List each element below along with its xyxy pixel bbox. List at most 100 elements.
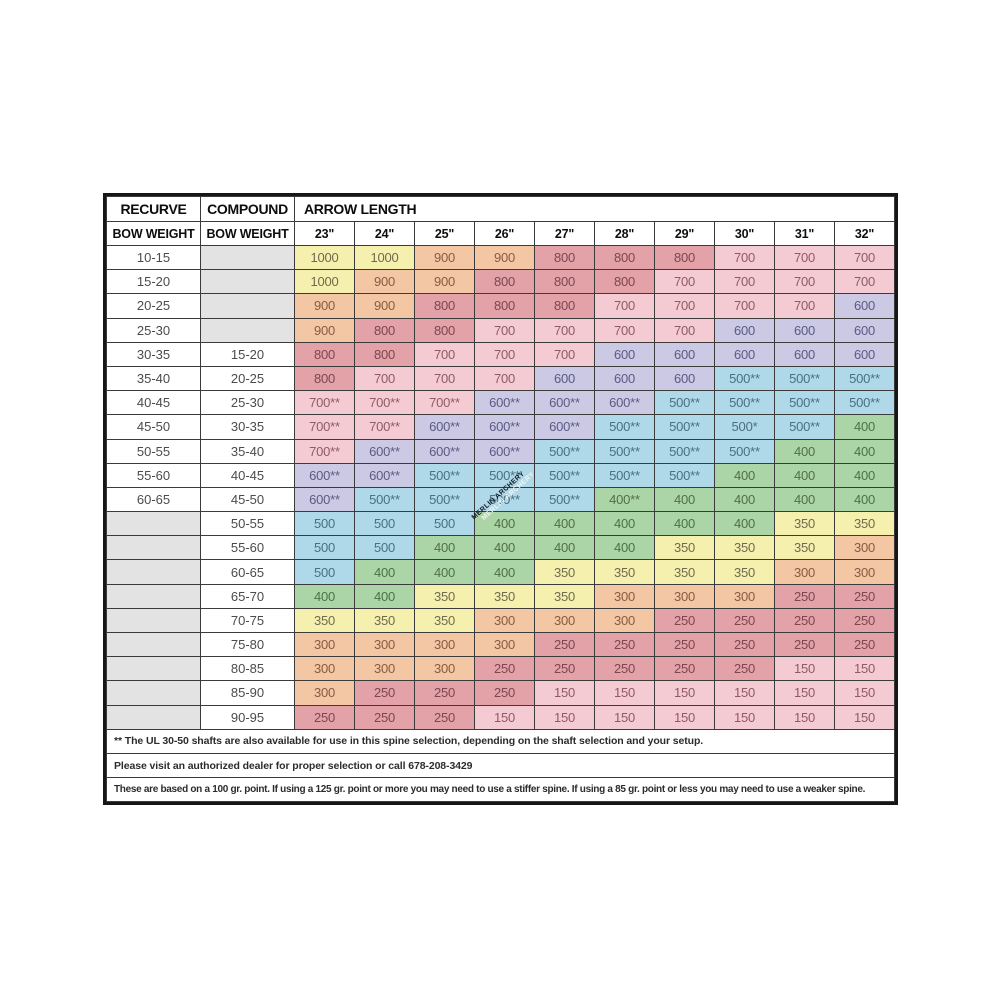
recurve-weight-cell [106, 631, 201, 658]
spine-value-cell: 500* [714, 414, 775, 440]
spine-value-cell: 250 [834, 607, 895, 634]
recurve-weight-cell: 35-40 [106, 365, 201, 392]
recurve-weight-cell: 50-55 [106, 438, 201, 464]
compound-weight-cell: 90-95 [200, 704, 295, 730]
arrow-length-column-header: 27" [534, 221, 595, 246]
spine-value-cell: 500** [654, 390, 715, 416]
spine-value-cell: 800 [294, 341, 355, 367]
spine-value-cell: 700 [654, 269, 715, 295]
spine-value-cell: 250 [354, 704, 415, 730]
spine-value-cell: 500 [294, 511, 355, 537]
compound-weight-cell: 30-35 [200, 414, 295, 440]
spine-value-cell: 700 [594, 317, 655, 343]
spine-value-cell: 500** [474, 462, 535, 488]
spine-value-cell: 350 [774, 511, 835, 537]
arrow-length-column-header: 30" [714, 221, 775, 246]
spine-value-cell: 300 [414, 656, 475, 682]
spine-value-cell: 700 [834, 269, 895, 295]
chart-row: 60-65 500 400 400 400 350 350 350 350 300 300 [106, 559, 895, 585]
spine-value-cell: 150 [774, 656, 835, 682]
spine-value-cell: 300 [294, 631, 355, 658]
chart-row: 60-65 45-50 600** 500** 500** 500** 500** 400**… [106, 486, 895, 513]
spine-value-cell: 150 [594, 704, 655, 730]
spine-value-cell: 700 [714, 269, 775, 295]
spine-value-cell: 150 [474, 704, 535, 730]
spine-value-cell: 900 [354, 293, 415, 319]
spine-value-cell: 350 [534, 583, 595, 609]
spine-value-cell: 600 [774, 341, 835, 367]
spine-value-cell: 700** [414, 390, 475, 416]
spine-value-cell: 250 [714, 631, 775, 658]
spine-value-cell: 800 [534, 244, 595, 271]
spine-value-cell: 500** [474, 486, 535, 513]
spine-value-cell: 150 [834, 680, 895, 706]
recurve-weight-cell: 55-60 [106, 462, 201, 488]
spine-value-cell: 400 [474, 559, 535, 585]
spine-value-cell: 300 [774, 559, 835, 585]
spine-value-cell: 700 [774, 293, 835, 319]
recurve-weight-cell: 10-15 [106, 244, 201, 271]
spine-value-cell: 250 [774, 583, 835, 609]
spine-value-cell: 150 [654, 680, 715, 706]
spine-value-cell: 350 [294, 607, 355, 634]
spine-value-cell: 400 [834, 414, 895, 440]
spine-value-cell: 1000 [354, 244, 415, 271]
recurve-weight-cell: 30-35 [106, 341, 201, 367]
spine-value-cell: 250 [654, 656, 715, 682]
chart-row: 80-85 300 300 300 250 250 250 250 250 150 150 [106, 656, 895, 682]
compound-weight-cell: 55-60 [200, 535, 295, 561]
spine-value-cell: 300 [654, 583, 715, 609]
recurve-weight-cell: 15-20 [106, 269, 201, 295]
spine-value-cell: 800 [414, 317, 475, 343]
spine-value-cell: 350 [354, 607, 415, 634]
spine-value-cell: 500** [534, 462, 595, 488]
spine-value-cell: 700** [354, 414, 415, 440]
chart-row: 45-50 30-35 700** 700** 600** 600** 600** 500**… [106, 414, 895, 440]
recurve-weight-cell: 45-50 [106, 414, 201, 440]
recurve-weight-cell [106, 656, 201, 682]
spine-value-cell: 300 [834, 535, 895, 561]
spine-value-cell: 900 [414, 244, 475, 271]
spine-value-cell: 600 [714, 317, 775, 343]
arrow-length-column-header: 28" [594, 221, 655, 246]
spine-value-cell: 800 [474, 293, 535, 319]
spine-value-cell: 600 [594, 341, 655, 367]
spine-value-cell: 700 [534, 317, 595, 343]
spine-value-cell: 300 [534, 607, 595, 634]
spine-value-cell: 400 [774, 438, 835, 464]
spine-value-cell: 400 [474, 511, 535, 537]
spine-value-cell: 400 [534, 511, 595, 537]
spine-value-cell: 700 [774, 244, 835, 271]
arrow-length-column-header: 31" [774, 221, 835, 246]
spine-value-cell: 250 [834, 631, 895, 658]
spine-value-cell: 1000 [294, 269, 355, 295]
spine-value-cell: 400 [414, 535, 475, 561]
chart-row: 15-20 1000 900 900 800 800 800 700 700 700 700 [106, 269, 895, 295]
spine-value-cell: 800 [354, 317, 415, 343]
spine-value-cell: 400 [834, 438, 895, 464]
compound-weight-cell [200, 317, 295, 343]
spine-value-cell: 300 [354, 631, 415, 658]
chart-row: 55-60 500 500 400 400 400 400 350 350 350 300 [106, 535, 895, 561]
spine-value-cell: 300 [474, 631, 535, 658]
spine-value-cell: 250 [654, 607, 715, 634]
spine-value-cell: 250 [654, 631, 715, 658]
spine-value-cell: 250 [414, 704, 475, 730]
spine-value-cell: 500** [654, 438, 715, 464]
spine-value-cell: 500** [534, 486, 595, 513]
spine-value-cell: 400 [294, 583, 355, 609]
spine-value-cell: 500 [294, 559, 355, 585]
spine-value-cell: 700 [654, 293, 715, 319]
spine-value-cell: 500** [594, 462, 655, 488]
spine-chart-table: RECURVE COMPOUND ARROW LENGTH BOW WEIGHT… [106, 196, 895, 803]
spine-value-cell: 800 [354, 341, 415, 367]
compound-weight-cell: 70-75 [200, 607, 295, 634]
arrow-length-column-header: 32" [834, 221, 895, 246]
spine-value-cell: 250 [714, 607, 775, 634]
spine-value-cell: 800 [654, 244, 715, 271]
spine-value-cell: 1000 [294, 244, 355, 271]
spine-value-cell: 500** [534, 438, 595, 464]
spine-value-cell: 250 [414, 680, 475, 706]
spine-value-cell: 400** [594, 486, 655, 513]
spine-value-cell: 400 [714, 462, 775, 488]
